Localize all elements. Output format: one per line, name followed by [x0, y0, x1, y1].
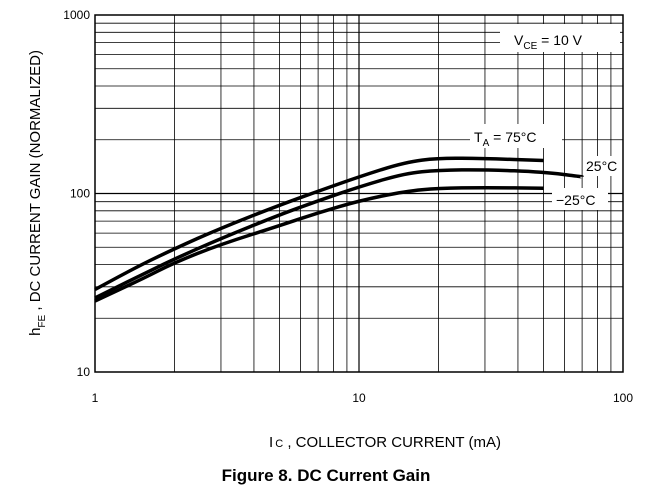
y-tick-label: 1000 [63, 8, 90, 22]
figure-caption: Figure 8. DC Current Gain [221, 466, 431, 485]
plot-frame [94, 14, 624, 373]
series-label-25c-bg [584, 156, 622, 176]
condition-label: VCE = 10 V [514, 32, 583, 52]
x-tick-label: 1 [92, 391, 99, 405]
x-tick-label: 100 [613, 391, 633, 405]
series-label-75c: TA = 75°C [474, 129, 536, 149]
curves [94, 156, 583, 303]
curve-series-0 [94, 156, 544, 292]
y-axis-label: hFE , DC CURRENT GAIN (NORMALIZED) [27, 50, 48, 336]
series-label-m25c-bg [552, 188, 608, 210]
series-label-25c: 25°C [586, 158, 617, 174]
curve-series-2 [94, 185, 544, 303]
condition-label-bg [500, 24, 620, 52]
y-tick-label: 100 [70, 187, 90, 201]
y-tick-label: 10 [77, 365, 91, 379]
x-tick-label: 10 [352, 391, 366, 405]
series-label-75c-bg [470, 124, 562, 148]
series-label-m25c: −25°C [556, 192, 595, 208]
grid [95, 15, 623, 372]
curve-series-1 [94, 168, 583, 300]
